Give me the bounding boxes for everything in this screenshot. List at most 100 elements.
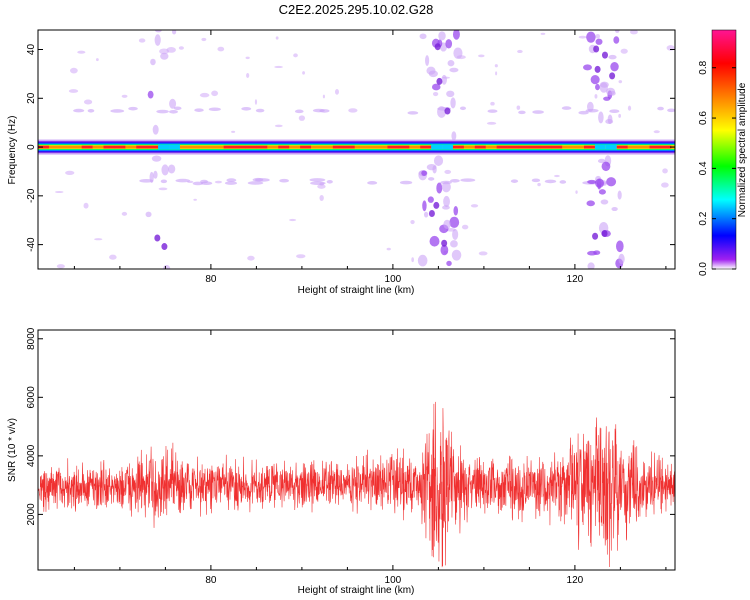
spectrogram-band-blob (147, 90, 154, 99)
dc-band-core (59, 145, 72, 149)
spectrogram-band-blob (440, 244, 449, 256)
dc-band-core (518, 145, 530, 149)
spectrogram-speckle (594, 94, 598, 99)
dc-band-core (463, 145, 476, 149)
spectrogram-sideband (279, 178, 289, 183)
x-tick-label: 120 (567, 575, 584, 586)
spectrogram-band-blob (617, 190, 622, 200)
spectrogram-speckle (231, 130, 236, 133)
dc-band-core (147, 145, 159, 149)
spectrogram-sideband (657, 106, 664, 111)
dc-band-core (289, 145, 301, 149)
spectrogram-speckle (245, 56, 250, 60)
spectrogram-speckle (578, 35, 587, 39)
spectrogram-band-blob (603, 96, 611, 101)
dc-band-core (321, 145, 334, 149)
spectrogram-band-blob (598, 189, 606, 195)
spectrogram-band-blob (421, 170, 427, 177)
spectrogram-band-blob (449, 67, 459, 73)
spectrogram-speckle (494, 64, 498, 68)
spectrogram-band-blob (605, 119, 614, 125)
colorbar-tick-label: 0.2 (698, 211, 709, 225)
dc-band-core (267, 145, 279, 149)
spectrogram-band-core (444, 107, 451, 115)
dc-band-gap (594, 144, 606, 150)
spectrogram-speckle (77, 50, 86, 54)
spectrogram-speckle (490, 101, 495, 106)
spectrogram-band-blob (451, 249, 462, 261)
spectrogram-speckle (618, 113, 622, 118)
figure-title: C2E2.2025.295.10.02.G28 (279, 2, 434, 17)
spectrogram-sideband (460, 178, 476, 182)
dc-band-core (136, 145, 148, 149)
spectrogram-speckle (65, 170, 75, 175)
dc-band-core (343, 145, 355, 149)
spectrogram-speckle (54, 190, 64, 193)
spectrogram-sideband (531, 178, 541, 183)
spectrogram-speckle (661, 182, 669, 188)
spectrogram-sideband (160, 179, 168, 184)
spectrogram-band-blob (151, 155, 162, 162)
spectrogram-band-blob (152, 124, 159, 135)
spectrogram-sideband (192, 181, 204, 186)
spectrogram-speckle (348, 108, 358, 113)
spectrogram-speckle (653, 130, 660, 134)
x-tick-label: 120 (567, 274, 584, 285)
dc-band-core (660, 145, 672, 149)
dc-band-core (114, 145, 126, 149)
spectrogram-speckle (246, 73, 250, 78)
spectrogram-band-blob (149, 171, 154, 184)
spectrogram-sideband (309, 178, 326, 182)
spectrogram-speckle (274, 124, 283, 128)
spectrogram-band-blob (587, 101, 594, 112)
spectrogram-band-blob (423, 211, 429, 218)
dc-band-core (584, 145, 596, 149)
snr-y-label: SNR (10 * v/v) (7, 418, 18, 482)
spectrogram-speckle (662, 168, 668, 174)
spectrogram-band-blob (587, 250, 597, 256)
spectrogram-speckle (411, 257, 414, 263)
spectrogram-sideband (559, 180, 567, 184)
spectrogram-band-core (441, 239, 448, 247)
snr-x-label: Height of straight line (km) (298, 585, 415, 596)
y-tick-label: 40 (26, 44, 37, 56)
snr-panel: 80 100 120 8000 6000 4000 2000 Height of stra… (7, 327, 676, 596)
spectrogram-sideband (173, 106, 182, 111)
spectrogram-speckle (486, 121, 497, 125)
spectrogram-band-blob (597, 158, 606, 164)
spectrogram-sideband (609, 109, 620, 114)
dc-band-core (638, 145, 650, 149)
spectrogram-speckle (275, 36, 279, 40)
spectrogram-sideband (407, 111, 419, 115)
spectrogram-band-blob (618, 253, 625, 265)
x-tick-label: 80 (205, 575, 217, 586)
spectrogram-frame (37, 29, 676, 270)
colorbar: 0.0 0.2 0.4 0.6 0.8 Normalized spectral ampl… (698, 29, 748, 276)
spectrogram-band-blob (586, 31, 596, 43)
dc-band-gap (442, 144, 453, 150)
spectrogram-speckle (289, 218, 297, 222)
spectrogram-band-blob (614, 30, 620, 33)
spectrogram-band-blob (145, 211, 152, 218)
spectrogram-speckle (317, 184, 326, 189)
spectrogram-band-blob (613, 36, 620, 44)
spectrogram-band-core (592, 232, 599, 240)
y-tick-label: 4000 (26, 444, 37, 467)
spectrogram-sideband (487, 109, 498, 113)
spectrogram-band-blob (451, 131, 457, 141)
spectrogram-speckle (444, 169, 452, 174)
spectrogram-band-core (609, 72, 616, 80)
spectrogram-sideband (294, 109, 304, 114)
dc-band-core (300, 145, 312, 149)
spectrogram-sideband (87, 108, 95, 113)
spectrogram-speckle (94, 238, 103, 241)
spectrogram-speckle (83, 99, 93, 105)
spectrogram-sideband (110, 109, 125, 113)
y-tick-label: 2000 (26, 503, 37, 526)
spectrogram-band-blob (587, 262, 595, 269)
spectrogram-band-core (594, 65, 601, 73)
spectrogram-band-blob (431, 83, 441, 91)
spectrogram-band-blob (436, 182, 443, 194)
spectrogram-band-blob (600, 199, 609, 205)
dc-band-gap (431, 144, 443, 150)
